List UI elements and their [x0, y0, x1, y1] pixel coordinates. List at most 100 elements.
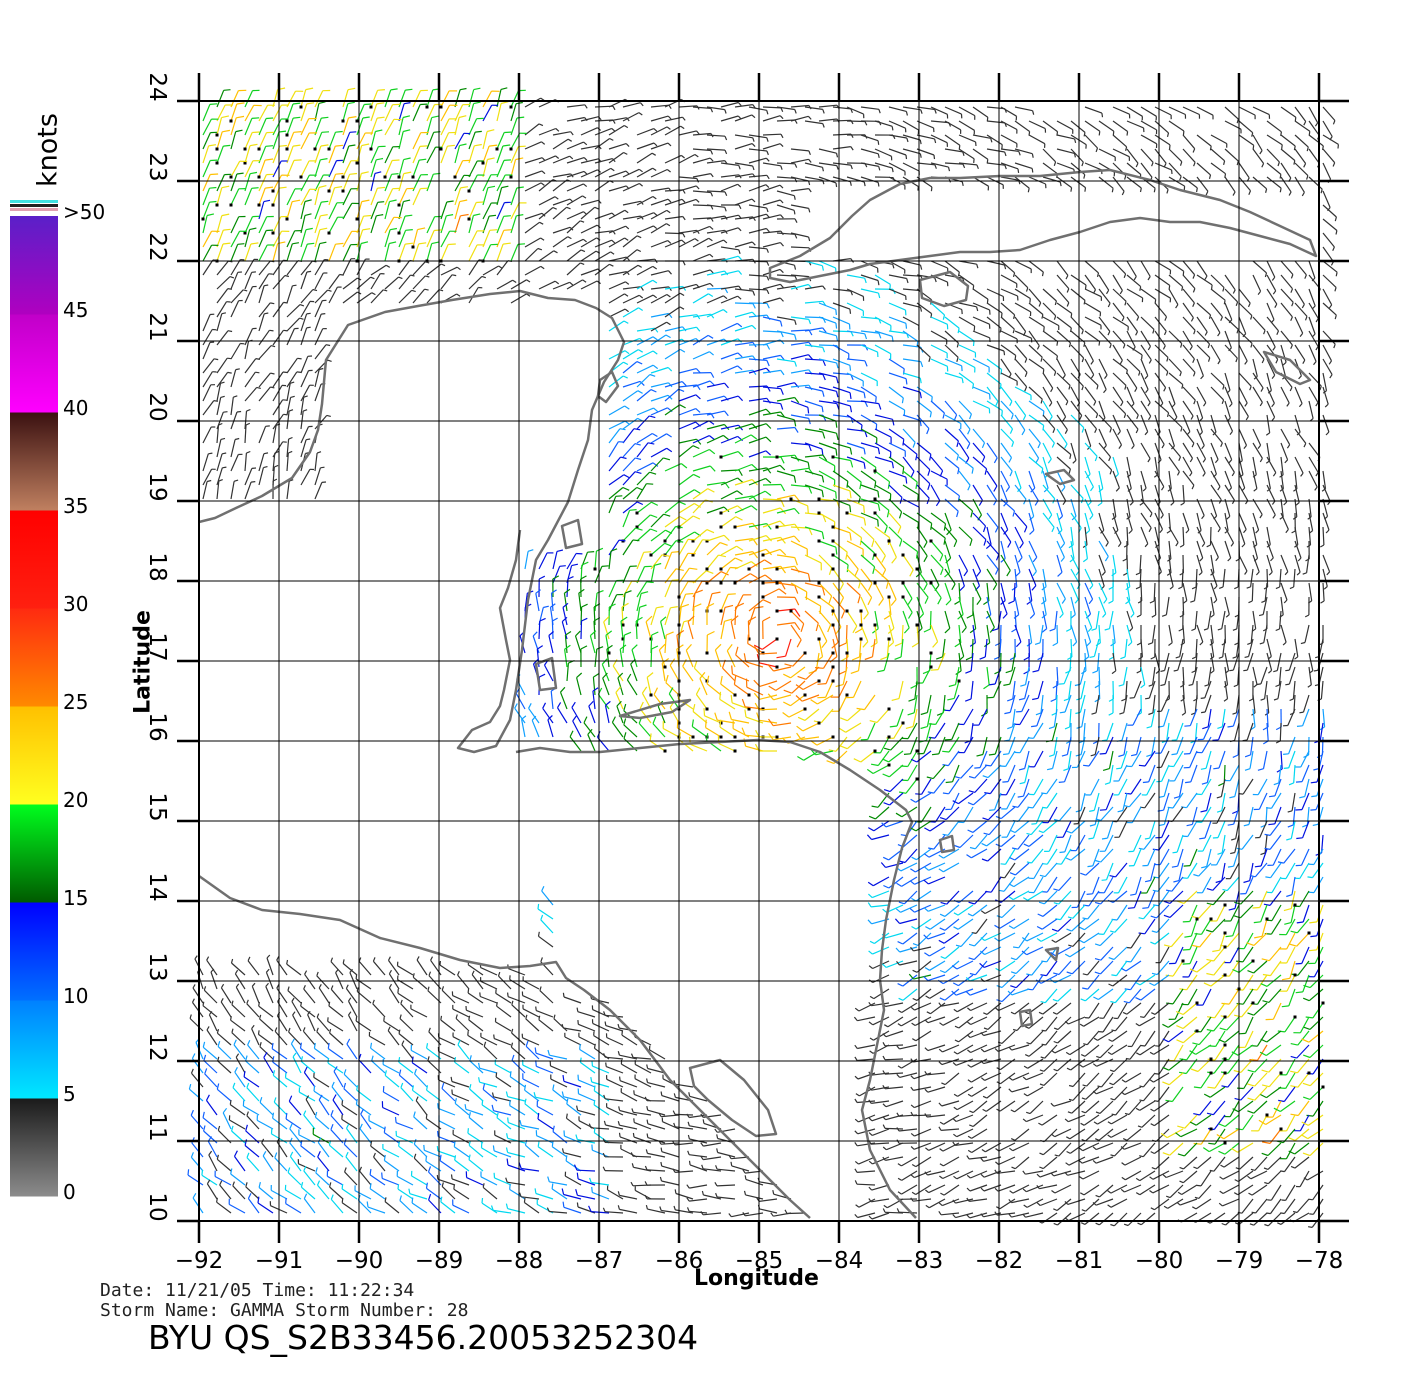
wind-barb: [1084, 302, 1101, 313]
wind-barb-feather: [1093, 401, 1097, 406]
wind-barb-feather: [1202, 402, 1207, 407]
wind-barb: [1000, 372, 1018, 382]
wind-barb-feather: [808, 319, 812, 325]
wind-barb: [1174, 764, 1184, 782]
wind-barb: [636, 225, 654, 234]
wind-barb: [384, 188, 394, 206]
wind-barb: [412, 146, 421, 164]
wind-barb-feather: [610, 251, 615, 255]
wind-barb: [874, 414, 893, 420]
wind-barb-feather: [702, 539, 710, 541]
wind-barb: [1196, 134, 1212, 147]
wind-barb-feather: [327, 289, 332, 292]
wind-barb: [776, 162, 796, 165]
wind-barb-feather: [270, 345, 276, 348]
wind-barb-feather: [564, 588, 571, 594]
wind-barb-feather: [795, 695, 803, 702]
rain-flag: [327, 231, 331, 235]
wind-barb-feather: [1017, 168, 1020, 173]
wind-barb: [790, 568, 809, 575]
wind-barb-feather: [419, 158, 427, 161]
wind-barb: [1084, 624, 1092, 643]
wind-barb-feather: [794, 109, 797, 114]
wind-barb-feather: [1010, 414, 1014, 420]
wind-barb: [1084, 596, 1092, 615]
wind-barb-feather: [246, 450, 251, 454]
wind-barb: [1294, 316, 1304, 334]
wind-barb: [1252, 386, 1263, 403]
wind-barb: [930, 540, 944, 556]
wind-barb-feather: [1196, 187, 1198, 193]
wind-barb: [566, 262, 581, 276]
wind-barb: [1278, 764, 1282, 783]
wind-barb-feather: [481, 275, 486, 279]
wind-barb-feather: [793, 508, 800, 515]
wind-barb-feather: [1190, 317, 1194, 322]
wind-barb: [1140, 400, 1152, 417]
wind-barb-feather: [963, 570, 968, 577]
wind-barb: [398, 215, 406, 234]
wind-barb-feather: [1313, 361, 1317, 366]
wind-barb: [748, 535, 767, 542]
wind-barb-feather: [1085, 529, 1091, 535]
wind-barb: [930, 456, 944, 472]
wind-barb: [440, 118, 450, 136]
wind-barb: [550, 691, 554, 710]
wind-barb-feather: [1328, 304, 1333, 309]
wind-barb: [566, 116, 585, 122]
wind-barb-feather: [678, 501, 686, 506]
wind-barb-feather: [567, 236, 572, 240]
wind-barb-feather: [555, 128, 560, 132]
wind-barb: [542, 707, 554, 724]
wind-barb-feather: [377, 186, 386, 189]
wind-barb: [482, 244, 492, 262]
wind-barb: [888, 358, 905, 370]
wind-barb-feather: [1241, 543, 1246, 548]
wind-barb: [1168, 148, 1183, 163]
wind-barb-feather: [660, 616, 667, 622]
wind-barb-feather: [1173, 669, 1178, 672]
wind-barb-feather: [274, 464, 279, 468]
wind-barb: [804, 162, 823, 168]
wind-barb: [874, 148, 892, 157]
wind-barb-feather: [1259, 514, 1263, 519]
wind-barb-feather: [1271, 374, 1276, 379]
wind-barb-feather: [695, 185, 700, 190]
wind-barb-feather: [362, 228, 371, 231]
wind-barb: [1196, 512, 1202, 531]
wind-barb-feather: [1201, 515, 1205, 520]
wind-barb-feather: [609, 137, 614, 141]
wind-barb-feather: [647, 442, 655, 445]
wind-barb-feather: [821, 265, 824, 271]
wind-barb: [916, 148, 935, 156]
wind-barb-feather: [1012, 328, 1015, 334]
wind-barb-feather: [1053, 371, 1057, 376]
wind-barb: [1280, 624, 1287, 643]
wind-barb: [748, 106, 767, 111]
wind-barb-feather: [719, 542, 728, 546]
wind-barb: [888, 316, 907, 324]
wind-barb: [524, 265, 542, 276]
wind-barb: [860, 316, 879, 320]
wind-barb: [999, 638, 1002, 657]
wind-barb: [734, 463, 753, 472]
wind-barb: [791, 680, 806, 694]
wind-barb: [818, 442, 837, 450]
wind-barb-feather: [692, 445, 700, 450]
wind-barb-feather: [208, 452, 213, 455]
wind-barb: [1246, 722, 1254, 741]
wind-barb-feather: [305, 87, 314, 91]
wind-barb: [1098, 330, 1112, 345]
wind-barb-feather: [605, 700, 611, 706]
wind-barb-feather: [1218, 782, 1225, 787]
wind-barb: [1210, 470, 1221, 487]
wind-barb: [1322, 568, 1328, 587]
wind-barb: [1204, 694, 1212, 713]
wind-barb-feather: [751, 464, 758, 470]
wind-barb-feather: [764, 490, 772, 496]
wind-barb-feather: [1150, 656, 1156, 660]
wind-barb-feather: [651, 432, 658, 438]
wind-barb-feather: [1123, 413, 1127, 418]
wind-barb: [860, 442, 879, 449]
wind-barb-feather: [1058, 781, 1065, 783]
